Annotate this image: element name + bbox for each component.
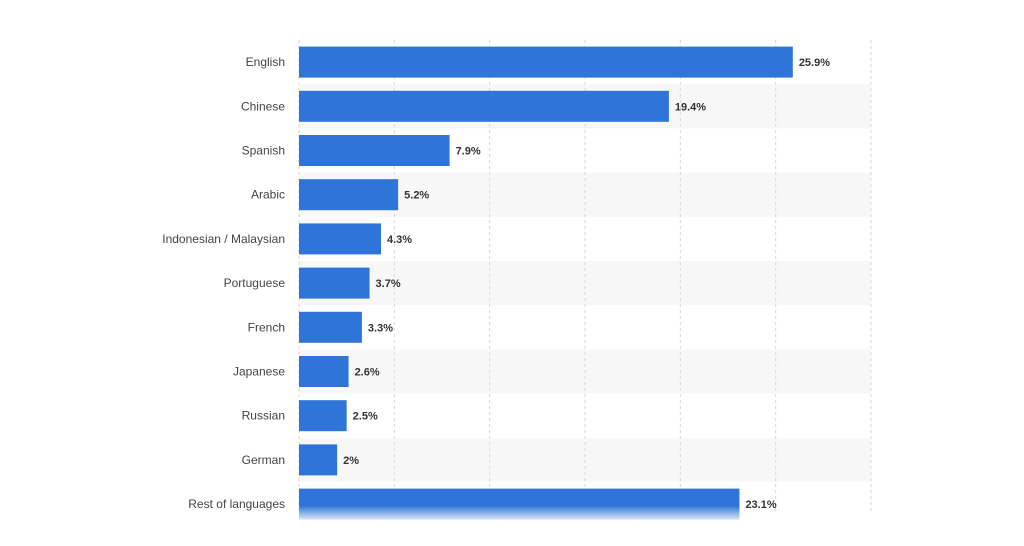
category-label: French (248, 320, 285, 334)
value-label: 7.9% (456, 146, 481, 158)
bar-spanish (299, 135, 450, 166)
category-label: Rest of languages (188, 497, 285, 511)
bar-indonesian-malaysian (299, 223, 381, 255)
value-label: 2.5% (353, 411, 378, 423)
category-label: Portuguese (224, 276, 286, 290)
category-label: Spanish (242, 144, 285, 158)
bars (299, 46, 793, 520)
bar-japanese (299, 356, 349, 387)
category-label: Japanese (233, 365, 285, 379)
value-label: 4.3% (387, 234, 412, 246)
category-label: Chinese (241, 99, 285, 113)
category-label: German (242, 453, 285, 467)
category-label: Indonesian / Malaysian (162, 232, 285, 246)
bar-arabic (299, 179, 399, 211)
bar-french (299, 311, 362, 343)
category-label: Arabic (251, 188, 285, 202)
bar-russian (299, 400, 347, 432)
value-label: 19.4% (675, 101, 706, 113)
bar-german (299, 444, 338, 476)
value-labels: 25.9% 19.4% 7.9% 5.2% 4.3% 3.7% 3.3% 2.6% 2.5% 2%… (343, 57, 830, 511)
bar-rest-of-languages (299, 488, 740, 520)
category-label: Russian (242, 409, 285, 423)
bar-portuguese (299, 267, 370, 299)
bar-chinese (299, 90, 669, 122)
value-label: 3.7% (376, 278, 401, 290)
value-label: 23.1% (745, 499, 776, 511)
category-labels: English Chinese Spanish Arabic Indonesian / … (162, 55, 285, 511)
value-label: 25.9% (799, 57, 830, 69)
value-label: 3.3% (368, 322, 393, 334)
value-label: 2.6% (355, 367, 380, 379)
category-label: English (246, 55, 285, 69)
value-label: 2% (343, 455, 359, 467)
value-label: 5.2% (404, 190, 429, 202)
bar-english (299, 46, 793, 78)
